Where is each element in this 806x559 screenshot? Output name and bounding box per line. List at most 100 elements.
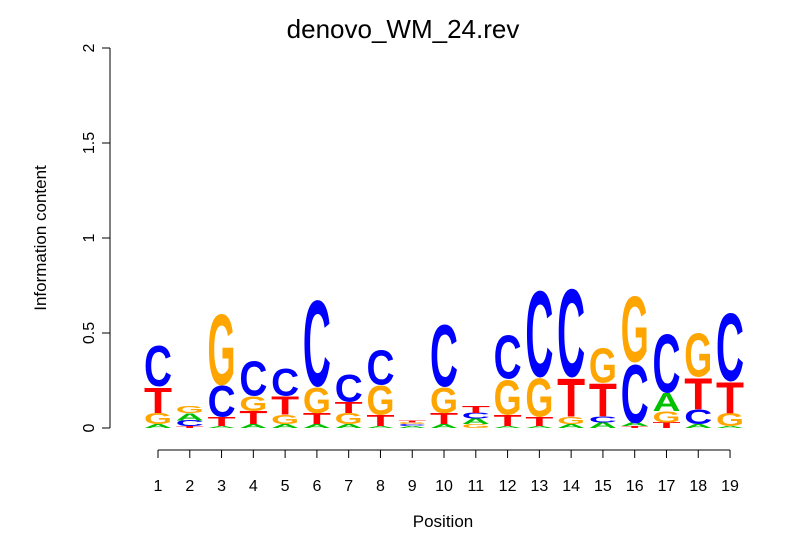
x-tick-label: 14 (562, 478, 580, 495)
x-tick-label: 10 (435, 478, 453, 495)
logo-letter: C (525, 268, 553, 404)
logo-letter: A (684, 423, 712, 429)
logo-letter: T (176, 426, 204, 429)
x-tick-label: 17 (658, 478, 676, 495)
logo-letter: T (144, 380, 172, 421)
logo-letter: A (462, 417, 490, 426)
logo-letter: T (716, 373, 744, 422)
x-tick-label: 4 (249, 478, 258, 495)
logo-letter: C (271, 361, 299, 404)
logo-letter: T (525, 415, 553, 429)
logo-letter: T (462, 404, 490, 415)
logo-letter: C (462, 412, 490, 421)
logo-letter: G (208, 293, 236, 406)
logo-letter: T (239, 408, 267, 429)
logo-letter: G (621, 278, 649, 382)
logo-letter: G (303, 380, 331, 421)
logo-letter: G (494, 370, 522, 426)
logo-letter: T (621, 426, 649, 429)
logo-letter: C (398, 424, 426, 427)
logo-letter: T (366, 413, 395, 430)
logo-letter: C (335, 367, 363, 410)
logo-letter: A (239, 423, 267, 429)
x-tick-label: 7 (344, 478, 353, 495)
logo-letter: C (621, 347, 649, 440)
logo-letter: T (303, 411, 332, 428)
logo-letter: A (303, 423, 331, 429)
logo-letter: A (176, 411, 204, 422)
x-tick-label: 19 (721, 478, 739, 495)
logo-letter: G (335, 411, 363, 428)
x-tick-label: 8 (376, 478, 385, 495)
x-tick-label: 13 (530, 478, 548, 495)
logo-letter: A (208, 426, 236, 429)
logo-letter: A (557, 423, 585, 429)
logo-letter: C (176, 419, 204, 428)
logo-letter: C (239, 351, 267, 407)
logo-letter: C (430, 306, 458, 405)
y-tick-label: 1.5 (81, 132, 98, 154)
logo-letter: A (335, 423, 363, 429)
chart-title: denovo_WM_24.rev (287, 14, 520, 44)
logo-letter: A (652, 388, 680, 417)
y-tick-label: 0 (81, 423, 98, 432)
logo-letter: G (366, 377, 394, 424)
logo-letter: A (716, 426, 744, 429)
logo-letter: C (366, 339, 394, 395)
logo-letter: G (144, 411, 172, 428)
logo-letter: C (208, 377, 236, 426)
logo-letter: G (176, 404, 204, 415)
logo-letter: G (398, 422, 426, 425)
logo-letter: T (208, 415, 236, 429)
x-tick-label: 11 (467, 478, 484, 495)
logo-letter: T (430, 411, 459, 428)
logo-letter: A (589, 421, 617, 430)
logo-letter: C (652, 317, 680, 410)
x-tick-label: 3 (217, 478, 226, 495)
logo-letter: C (716, 293, 744, 401)
logo-letter: C (303, 277, 331, 413)
logo-letter: A (621, 422, 649, 428)
logo-letter: A (525, 426, 553, 429)
logo-letter: T (398, 420, 426, 423)
y-tick-label: 0.5 (81, 322, 98, 344)
logo-letter: C (684, 405, 712, 429)
logo-letter: G (557, 415, 585, 426)
logo-letter: A (398, 426, 426, 429)
logo-letter: T (589, 376, 617, 428)
logo-letter: G (652, 409, 680, 426)
logo-letter: G (271, 413, 299, 427)
y-tick-label: 1 (81, 233, 98, 242)
x-tick-label: 18 (689, 478, 707, 495)
logo-letter: G (430, 380, 458, 421)
x-tick-label: 5 (281, 478, 290, 495)
logo-letter: T (652, 421, 681, 430)
logo-letter: G (239, 392, 267, 416)
x-tick-label: 9 (408, 478, 417, 495)
x-tick-label: 15 (594, 478, 612, 495)
logo-letter: G (525, 369, 553, 430)
logo-letter: C (144, 335, 172, 399)
x-axis-label: Position (413, 512, 473, 531)
logo-letter: T (271, 392, 300, 421)
logo-letter: A (494, 426, 522, 429)
x-tick-label: 2 (185, 478, 194, 495)
logo-letter: T (494, 413, 523, 430)
logo-letter: C (557, 264, 585, 404)
logo-letter: G (716, 410, 744, 431)
logo-letter: C (589, 416, 617, 425)
logo-letter: A (271, 423, 299, 429)
x-tick-label: 16 (626, 478, 644, 495)
x-tick-label: 6 (312, 478, 321, 495)
logo-letter: T (335, 399, 364, 416)
x-tick-label: 1 (154, 478, 163, 495)
logo-letter: T (684, 369, 712, 418)
x-tick-label: 12 (499, 478, 517, 495)
logo-letter: C (494, 323, 522, 393)
logo-letter: G (684, 321, 712, 391)
logo-letter: T (557, 369, 585, 430)
y-tick-label: 2 (81, 43, 98, 52)
logo-letter: G (589, 337, 617, 393)
logo-letter: A (366, 426, 394, 429)
